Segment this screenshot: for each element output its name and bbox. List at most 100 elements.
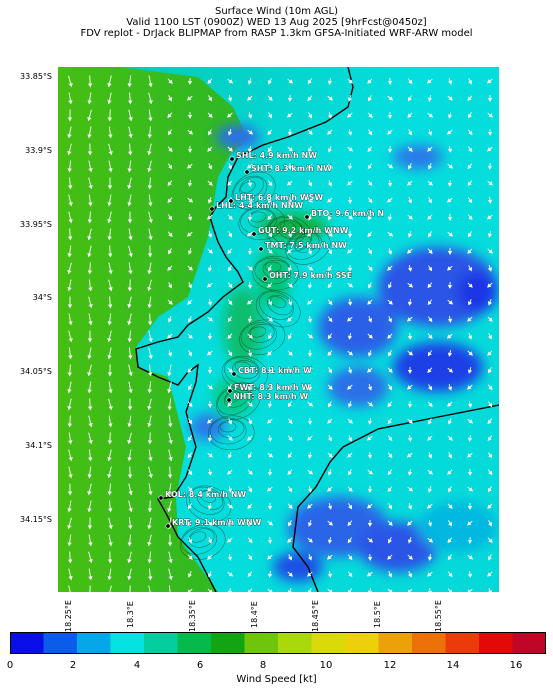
- wind-arrowhead: [228, 215, 233, 220]
- wind-arrowhead: [347, 249, 352, 254]
- wind-arrowhead: [147, 185, 153, 190]
- wind-arrowhead: [428, 266, 433, 272]
- wind-arrowhead: [67, 304, 73, 309]
- wind-arrowhead: [67, 253, 72, 258]
- wind-arrowhead: [347, 301, 353, 306]
- wind-arrowhead: [108, 287, 113, 292]
- wind-arrowhead: [487, 436, 492, 442]
- wind-arrowhead: [328, 300, 333, 306]
- wind-arrowhead: [107, 304, 113, 309]
- wind-arrowhead: [427, 488, 433, 493]
- wind-arrowhead: [127, 184, 132, 190]
- wind-arrowhead: [247, 589, 252, 592]
- wind-arrowhead: [207, 283, 212, 288]
- wind-arrowhead: [68, 218, 73, 224]
- wind-arrowhead: [147, 253, 153, 258]
- wind-arrowhead: [488, 317, 493, 322]
- wind-arrowhead: [426, 504, 432, 509]
- wind-arrowhead: [407, 181, 412, 186]
- wind-arrowhead: [307, 318, 313, 323]
- wind-arrowhead: [447, 182, 453, 187]
- wind-arrowhead: [127, 202, 132, 207]
- wind-arrowhead: [327, 471, 332, 476]
- wind-arrowhead: [327, 198, 332, 203]
- contour-line: [240, 322, 277, 350]
- wind-arrowhead: [147, 286, 152, 292]
- wind-arrowhead: [67, 388, 72, 394]
- wind-arrowhead: [128, 270, 133, 275]
- wind-arrowhead: [427, 131, 433, 136]
- wind-arrowhead: [68, 185, 73, 190]
- wind-arrowhead: [107, 440, 113, 445]
- wind-arrowhead: [228, 351, 233, 357]
- wind-arrowhead: [88, 83, 93, 88]
- wind-arrow: [148, 585, 151, 592]
- wind-arrowhead: [428, 454, 433, 459]
- colorbar-swatch: [10, 632, 44, 654]
- wind-arrowhead: [467, 301, 473, 306]
- wind-arrowhead: [448, 521, 453, 527]
- wind-arrowhead: [407, 96, 412, 102]
- lon-label: 18.4°E: [250, 601, 259, 628]
- wind-arrowhead: [248, 402, 253, 407]
- wind-arrowhead: [208, 521, 213, 526]
- wind-arrowhead: [448, 589, 453, 592]
- wind-arrowhead: [408, 555, 413, 560]
- wind-arrowhead: [368, 470, 373, 475]
- wind-arrowhead: [267, 403, 273, 408]
- wind-arrowhead: [347, 369, 353, 374]
- wind-arrowhead: [187, 115, 193, 119]
- wind-arrowhead: [367, 523, 373, 527]
- colorbar-swatch: [244, 632, 279, 654]
- wind-arrowhead: [87, 508, 92, 513]
- wind-arrowhead: [407, 589, 411, 592]
- wind-arrowhead: [327, 148, 332, 153]
- wind-arrowhead: [188, 539, 193, 544]
- wind-arrowhead: [368, 266, 373, 271]
- wind-arrowhead: [107, 491, 112, 496]
- wind-arrowhead: [68, 100, 73, 105]
- wind-arrowhead: [328, 385, 333, 390]
- wind-arrowhead: [267, 147, 272, 153]
- wind-arrowhead: [407, 471, 413, 476]
- wind-arrowhead: [148, 457, 153, 462]
- wind-arrowhead: [248, 538, 253, 543]
- wind-arrowhead: [307, 250, 313, 255]
- wind-arrowhead: [447, 114, 453, 119]
- contour-line: [219, 421, 237, 433]
- wind-arrowhead: [307, 420, 313, 425]
- wind-arrowhead: [389, 589, 393, 592]
- wind-arrowhead: [148, 99, 153, 105]
- wind-arrowhead: [327, 266, 332, 271]
- wind-arrowhead: [147, 304, 152, 309]
- wind-arrowhead: [467, 453, 472, 458]
- wind-arrowhead: [487, 419, 492, 425]
- wind-arrowhead: [168, 440, 173, 445]
- wind-arrowhead: [487, 199, 493, 204]
- terrain-contours: [179, 171, 331, 560]
- wind-arrowhead: [368, 334, 373, 339]
- wind-arrowhead: [367, 572, 372, 577]
- wind-arrowhead: [148, 236, 153, 241]
- wind-arrowhead: [148, 117, 153, 122]
- station-marker-bto: [304, 214, 310, 220]
- wind-arrowhead: [427, 283, 432, 288]
- wind-arrowhead: [387, 402, 392, 407]
- wind-arrowhead: [107, 576, 112, 581]
- wind-arrowhead: [366, 368, 372, 373]
- wind-arrowhead: [148, 337, 153, 343]
- wind-arrowhead: [427, 215, 432, 220]
- wind-arrowhead: [108, 269, 113, 275]
- wind-arrowhead: [287, 453, 292, 459]
- wind-arrowhead: [347, 181, 352, 186]
- wind-arrowhead: [107, 456, 112, 462]
- wind-arrowhead: [488, 453, 493, 459]
- wind-arrow: [327, 588, 332, 592]
- wind-arrowhead: [87, 371, 92, 377]
- colorbar-tick: 0: [6, 660, 14, 671]
- wind-arrowhead: [307, 96, 312, 102]
- wind-arrowhead: [406, 249, 412, 254]
- wind-arrowhead: [268, 80, 272, 85]
- wind-arrowhead: [306, 232, 312, 237]
- wind-arrowhead: [187, 164, 192, 169]
